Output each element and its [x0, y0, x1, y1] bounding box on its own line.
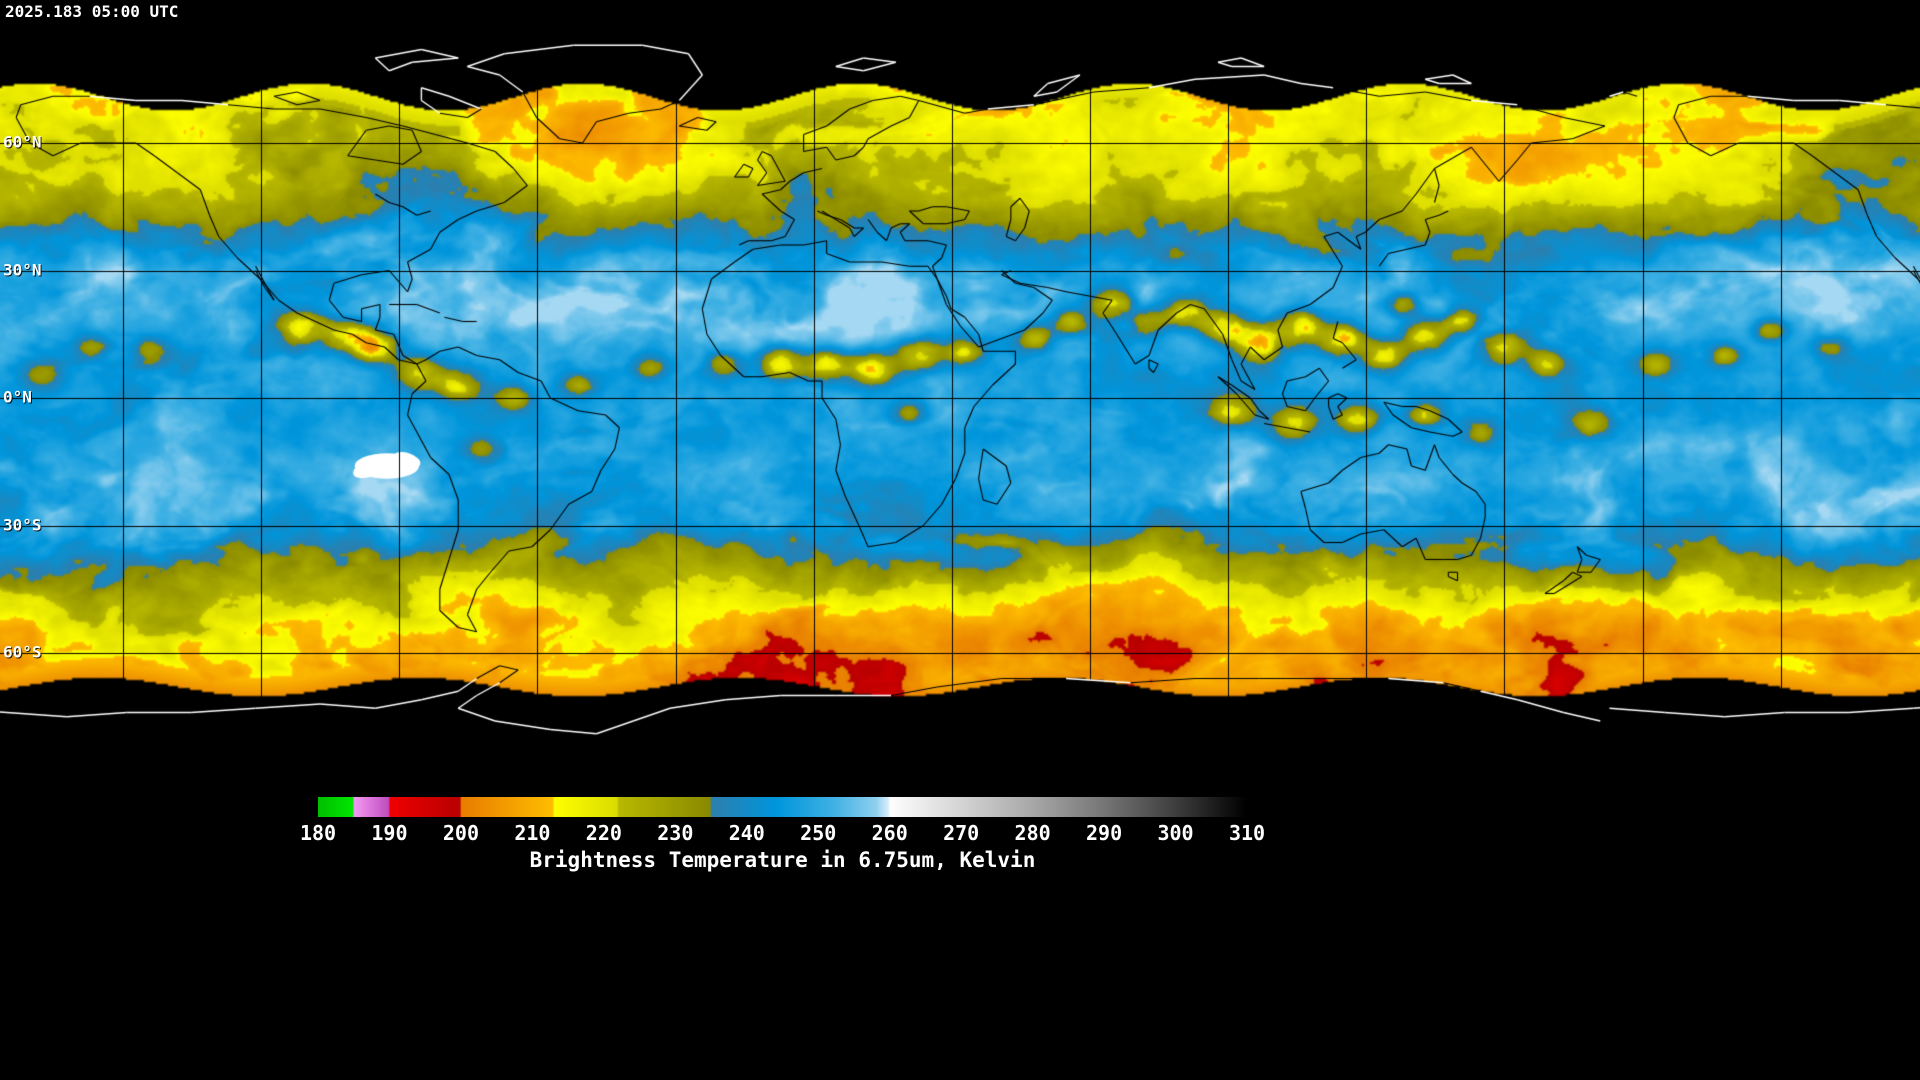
latitude-label: 30°S — [3, 515, 42, 535]
colorbar-tick-label: 240 — [728, 821, 765, 845]
colorbar-tick-label: 250 — [800, 821, 837, 845]
colorbar-gradient — [318, 797, 1247, 817]
colorbar-tick-label: 180 — [299, 821, 337, 845]
colorbar-tick-label: 200 — [442, 821, 479, 845]
colorbar-tick-label: 310 — [1228, 821, 1266, 845]
colorbar-tick-label: 210 — [514, 821, 551, 845]
latitude-label: 60°S — [3, 642, 42, 662]
colorbar-tick-label: 190 — [371, 821, 408, 845]
water-vapor-map-canvas — [0, 0, 1920, 790]
colorbar-tick-label: 220 — [585, 821, 622, 845]
colorbar-tick-label: 300 — [1157, 821, 1194, 845]
colorbar-tick-label: 260 — [871, 821, 908, 845]
colorbar-tick-label: 270 — [943, 821, 980, 845]
latitude-label: 60°N — [3, 132, 42, 152]
colorbar-tick-label: 230 — [657, 821, 694, 845]
colorbar-tick-label: 280 — [1014, 821, 1051, 845]
latitude-label: 30°N — [3, 260, 42, 280]
colorbar-tick-label: 290 — [1086, 821, 1123, 845]
timestamp: 2025.183 05:00 UTC — [5, 2, 179, 21]
latitude-label: 0°N — [3, 387, 32, 407]
colorbar-title: Brightness Temperature in 6.75um, Kelvin — [529, 848, 1036, 872]
